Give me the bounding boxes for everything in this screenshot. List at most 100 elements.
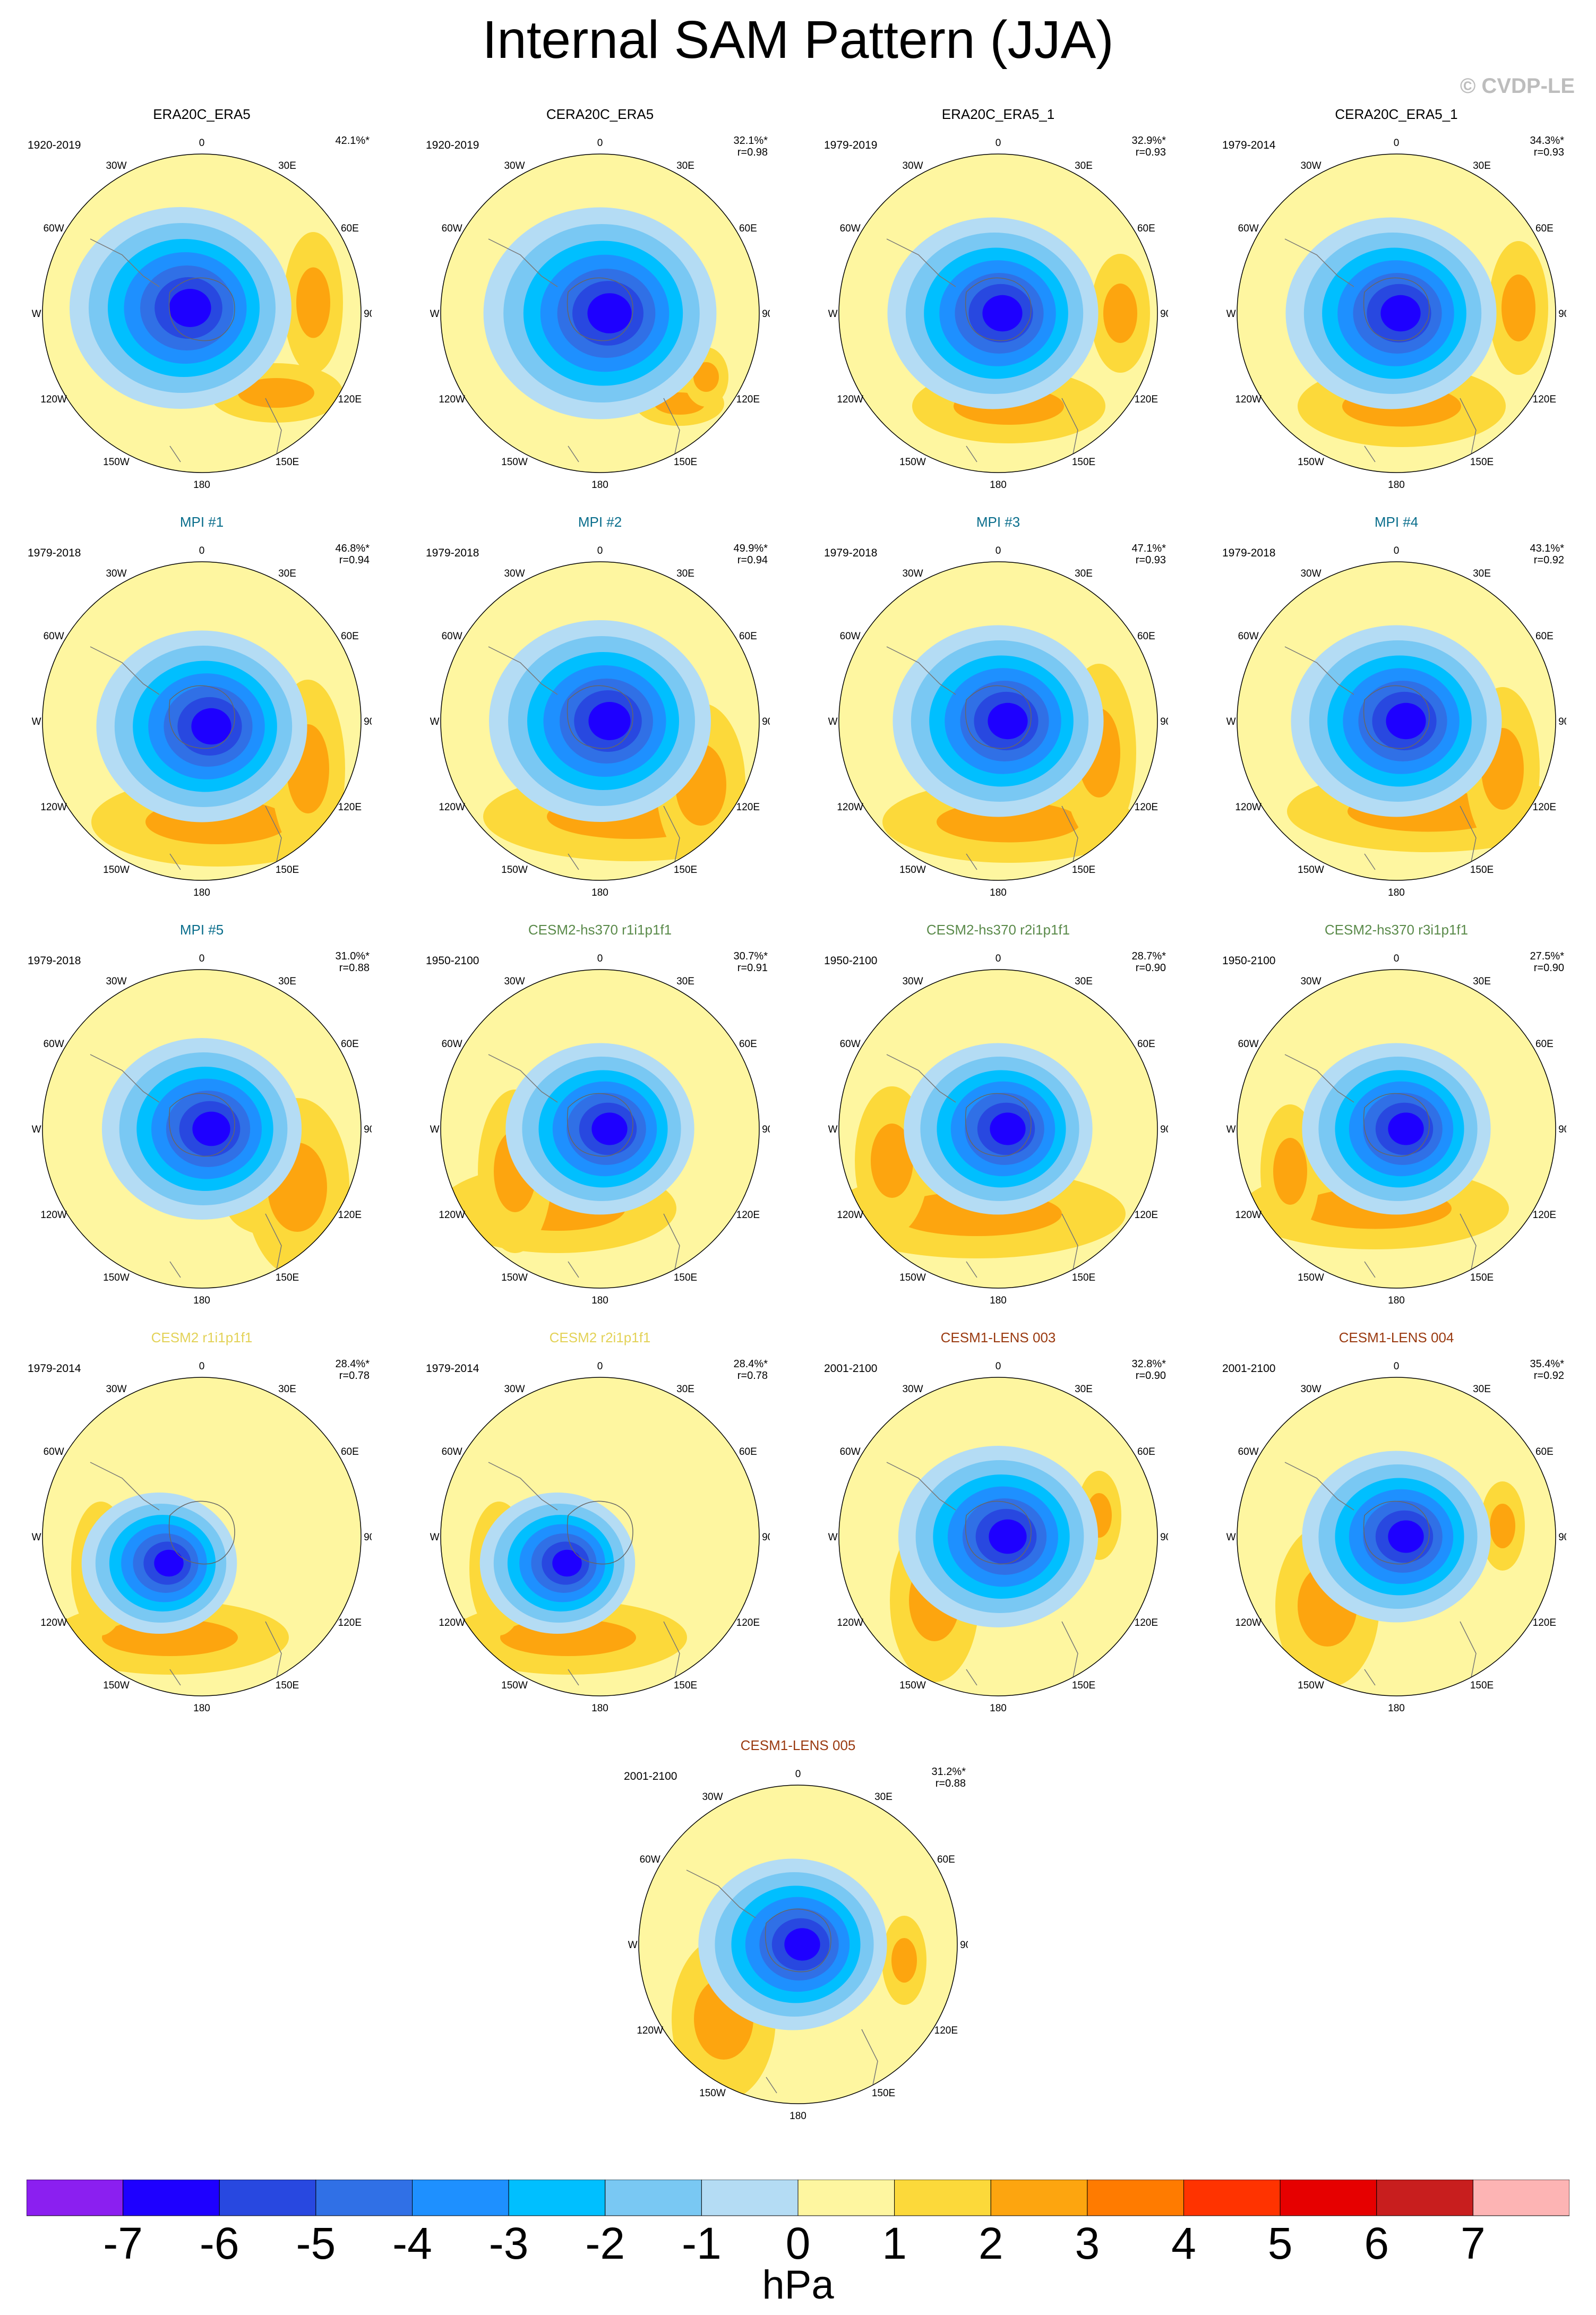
longitude-label: 120E bbox=[338, 1617, 362, 1628]
variance-percent: 31.0%* bbox=[335, 950, 370, 962]
map-panel: MPI #4 1979-2018 43.1%*r=0.92 0 30E 60E 90E 120… bbox=[1211, 514, 1582, 907]
longitude-label: 150W bbox=[899, 864, 926, 876]
polar-map: 0 30E 60E 90E 120E 150E 180 150W 120W 90W 60W 30W bbox=[430, 953, 770, 1306]
longitude-label: 60E bbox=[739, 223, 757, 234]
longitude-label: 120W bbox=[40, 1210, 67, 1221]
longitude-label: 30W bbox=[106, 568, 126, 579]
panel-period: 2001-2100 bbox=[824, 1362, 878, 1375]
colorbar-tick: -4 bbox=[392, 2218, 432, 2268]
colorbar-swatch bbox=[797, 2180, 895, 2216]
colorbar-unit: hPa bbox=[762, 2262, 834, 2308]
colorbar-swatch bbox=[701, 2180, 799, 2216]
map-panel: ERA20C_ERA5_1 1979-2019 32.9%* r=0.93 0 30E 60… bbox=[812, 106, 1184, 499]
map-panel: CESM2 r2i1p1f1 1979-2014 28.4%* r=0.78 0 30E 6… bbox=[414, 1330, 786, 1722]
longitude-label: 30W bbox=[106, 976, 126, 987]
panel-period: 2001-2100 bbox=[1222, 1362, 1276, 1375]
longitude-label: 60E bbox=[1535, 1039, 1554, 1050]
longitude-label: 120W bbox=[1235, 802, 1262, 813]
longitude-label: 30E bbox=[874, 1791, 893, 1803]
longitude-label: 0 bbox=[996, 138, 1001, 149]
pattern-correlation: r=0.92 bbox=[1533, 554, 1564, 566]
longitude-label: 60E bbox=[341, 631, 359, 642]
panel-title: ERA20C_ERA5 bbox=[153, 106, 251, 122]
panel-period: 2001-2100 bbox=[624, 1770, 677, 1782]
longitude-label: 120W bbox=[439, 802, 465, 813]
longitude-label: 120E bbox=[338, 394, 362, 405]
variance-percent: 35.4%* bbox=[1530, 1358, 1565, 1370]
panel-title: ERA20C_ERA5_1 bbox=[941, 106, 1055, 122]
map-panel: CESM2-hs370 r1i1p1f1 1950-2100 30.7%* r=0.9… bbox=[414, 922, 786, 1315]
map-panel: CESM2 r1i1p1f1 1979-2014 28.4%* r=0.78 0 30E 6… bbox=[16, 1330, 388, 1722]
longitude-label: 60W bbox=[840, 223, 861, 234]
polar-map: 0 30E 60E 90E 120E 150E 180 150W 120W 90W 60W 30W bbox=[1226, 545, 1566, 898]
panel-title: CESM1-LENS 005 bbox=[740, 1737, 856, 1753]
longitude-label: 60E bbox=[1137, 1446, 1155, 1457]
longitude-label: 30W bbox=[902, 976, 923, 987]
longitude-label: 120E bbox=[736, 802, 760, 813]
panel-title: MPI #3 bbox=[976, 514, 1020, 530]
map-panel: MPI #5 1979-2018 31.0%*r=0.88 0 30E 60E 90E 120… bbox=[16, 922, 388, 1315]
variance-percent: 27.5%* bbox=[1530, 950, 1565, 962]
longitude-label: 90W bbox=[1226, 716, 1236, 727]
longitude-label: 30W bbox=[504, 160, 525, 172]
colorbar-tick: -7 bbox=[103, 2218, 143, 2268]
panel-stats: 27.5%* r=0.90 bbox=[1530, 950, 1565, 974]
panel-stats: 47.1%* r=0.93 bbox=[1132, 543, 1166, 566]
polar-map: 0 30E 60E 90E 120E 150E 180 150W 120W 90W 60W 30W bbox=[430, 1361, 770, 1714]
map-panel: CESM1-LENS 004 2001-2100 35.4%* r=0.92 0 30E 6… bbox=[1211, 1330, 1582, 1722]
longitude-label: 120E bbox=[1135, 1617, 1158, 1628]
panel-stats: 32.9%* r=0.93 bbox=[1132, 135, 1166, 158]
longitude-label: 90W bbox=[430, 308, 440, 320]
longitude-label: 120W bbox=[637, 2025, 663, 2036]
longitude-label: 0 bbox=[1394, 1361, 1400, 1372]
panel-title: MPI #2 bbox=[578, 514, 622, 530]
pattern-correlation: r=0.88 bbox=[935, 1778, 966, 1789]
longitude-label: 30E bbox=[676, 976, 694, 987]
longitude-label: 180 bbox=[193, 1295, 210, 1306]
longitude-label: 60W bbox=[840, 631, 861, 642]
panel-stats: 31.0%* r=0.88 bbox=[336, 950, 370, 974]
variance-percent: 32.8%* bbox=[1131, 1358, 1166, 1370]
longitude-label: 150E bbox=[1072, 1680, 1095, 1691]
longitude-label: 90E bbox=[1160, 716, 1168, 727]
variance-percent: 32.1%* bbox=[733, 135, 768, 147]
longitude-label: 90E bbox=[364, 1124, 372, 1135]
colorbar-swatch bbox=[1087, 2180, 1184, 2216]
panel-period: 1950-2100 bbox=[824, 955, 878, 967]
longitude-label: 150W bbox=[699, 2088, 726, 2099]
longitude-label: 150E bbox=[674, 1680, 697, 1691]
longitude-label: 90E bbox=[762, 716, 770, 727]
longitude-label: 0 bbox=[996, 545, 1001, 556]
longitude-label: 150W bbox=[103, 1680, 130, 1691]
longitude-label: 150W bbox=[1298, 864, 1324, 876]
longitude-label: 150E bbox=[276, 457, 299, 468]
longitude-label: 90W bbox=[828, 1532, 838, 1543]
longitude-label: 90W bbox=[1226, 308, 1236, 320]
polar-map: 0 30E 60E 90E 120E 150E 180 150W 120W 90W 60W 30W bbox=[1226, 138, 1566, 491]
longitude-label: 120E bbox=[1533, 802, 1556, 813]
longitude-label: 60W bbox=[840, 1446, 861, 1457]
longitude-label: 150E bbox=[674, 864, 697, 876]
variance-percent: 49.9%* bbox=[733, 543, 768, 554]
variance-percent: 28.4%* bbox=[335, 1358, 370, 1370]
colorbar bbox=[27, 2180, 1569, 2216]
longitude-label: 0 bbox=[996, 953, 1001, 964]
longitude-label: 30W bbox=[702, 1791, 723, 1803]
longitude-label: 120E bbox=[1533, 1617, 1556, 1628]
pattern-correlation: r=0.98 bbox=[737, 147, 768, 158]
longitude-label: 90W bbox=[32, 1532, 41, 1543]
pattern-correlation: r=0.93 bbox=[1135, 554, 1166, 566]
longitude-label: 90W bbox=[430, 1532, 440, 1543]
panel-period: 1979-2018 bbox=[28, 547, 81, 559]
colorbar-swatch bbox=[315, 2180, 413, 2216]
longitude-label: 120E bbox=[338, 1210, 362, 1221]
longitude-label: 0 bbox=[597, 545, 603, 556]
colorbar-swatch bbox=[219, 2180, 316, 2216]
longitude-label: 60W bbox=[442, 631, 462, 642]
longitude-label: 90W bbox=[32, 1124, 41, 1135]
longitude-label: 60E bbox=[937, 1854, 955, 1865]
longitude-label: 60W bbox=[44, 1446, 64, 1457]
panel-period: 1979-2014 bbox=[28, 1362, 81, 1375]
longitude-label: 30E bbox=[1473, 1384, 1491, 1395]
longitude-label: 120E bbox=[1135, 802, 1158, 813]
